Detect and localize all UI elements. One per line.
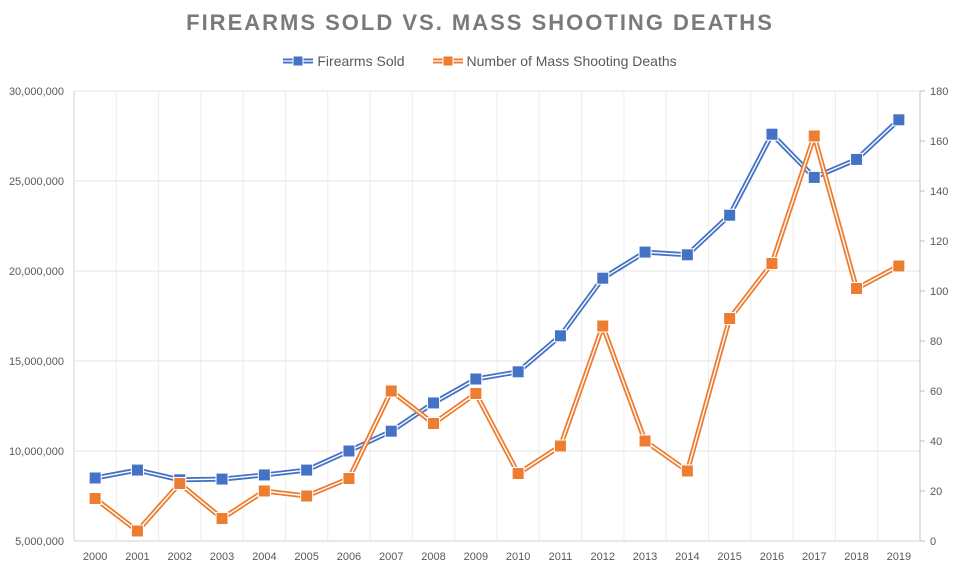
firearms-sold-marker: [257, 468, 271, 482]
right-axis-tick-label: 100: [930, 286, 948, 298]
x-axis-tick-label: 2001: [125, 551, 149, 563]
firearms-sold-marker: [723, 208, 737, 222]
mass-shooting-deaths-marker: [384, 384, 398, 398]
mass-shooting-deaths-marker: [427, 417, 441, 430]
x-axis-tick-label: 2004: [252, 551, 276, 563]
right-axis-tick-label: 80: [930, 336, 942, 348]
right-axis-tick-label: 60: [930, 386, 942, 398]
left-axis-tick-label: 25,000,000: [9, 176, 64, 188]
mass-shooting-deaths-marker: [680, 464, 694, 478]
left-axis-tick-label: 5,000,000: [15, 536, 64, 548]
mass-shooting-deaths-marker: [807, 129, 821, 143]
x-axis-tick-label: 2008: [421, 551, 445, 563]
legend-label-firearms: Firearms Sold: [317, 53, 405, 69]
mass-shooting-deaths-marker: [130, 524, 144, 538]
mass-shooting-deaths-marker: [215, 512, 229, 525]
legend-marker-firearms: [283, 55, 314, 67]
firearms-sold-marker: [342, 444, 356, 458]
firearms-sold-marker: [765, 127, 779, 141]
right-axis-tick-label: 0: [930, 536, 936, 548]
firearms-sold-marker: [596, 271, 610, 285]
mass-shooting-deaths-marker: [638, 434, 652, 448]
mass-shooting-deaths-marker: [342, 472, 356, 485]
left-axis-tick-label: 10,000,000: [9, 446, 64, 458]
right-axis-tick-label: 120: [930, 236, 948, 248]
firearms-sold-line-inner: [95, 119, 900, 481]
left-axis-tick-label: 15,000,000: [9, 356, 64, 368]
mass-shooting-deaths-line-inner: [94, 135, 900, 532]
legend: Firearms Sold Number of Mass Shooting De…: [0, 53, 960, 69]
legend-label-deaths: Number of Mass Shooting Deaths: [466, 53, 677, 69]
legend-item-firearms: Firearms Sold: [283, 53, 405, 69]
mass-shooting-deaths-marker: [257, 484, 271, 498]
firearms-sold-marker: [807, 170, 821, 184]
mass-shooting-deaths-marker: [892, 259, 906, 273]
x-axis-tick-label: 2019: [887, 551, 911, 563]
mass-shooting-deaths-marker: [469, 387, 483, 400]
firearms-sold-marker: [469, 372, 483, 386]
firearms-sold-marker: [384, 424, 398, 438]
right-axis-tick-label: 20: [930, 486, 942, 498]
mass-shooting-deaths-marker: [850, 282, 864, 295]
firearms-sold-marker: [511, 365, 525, 379]
legend-marker-deaths: [432, 55, 463, 67]
mass-shooting-deaths-marker: [88, 492, 102, 505]
mass-shooting-deaths-marker: [300, 489, 314, 503]
x-axis-tick-label: 2014: [675, 551, 699, 563]
mass-shooting-deaths-marker: [596, 319, 610, 333]
right-axis-tick-label: 140: [930, 186, 948, 198]
mass-shooting-deaths-marker: [553, 439, 567, 453]
x-axis-tick-label: 2016: [760, 551, 784, 563]
x-axis-tick-label: 2018: [844, 551, 868, 563]
firearms-sold-marker: [427, 396, 441, 410]
x-axis-tick-label: 2015: [717, 551, 741, 563]
x-axis-tick-label: 2009: [464, 551, 488, 563]
x-axis-tick-label: 2012: [591, 551, 615, 563]
left-axis-tick-label: 20,000,000: [9, 266, 64, 278]
x-axis-tick-label: 2000: [83, 551, 107, 563]
x-axis-tick-label: 2006: [337, 551, 361, 563]
right-axis-tick-label: 160: [930, 136, 948, 148]
x-axis-tick-label: 2003: [210, 551, 234, 563]
x-axis-tick-label: 2005: [294, 551, 318, 563]
firearms-sold-marker: [130, 463, 144, 477]
firearms-sold-marker: [892, 113, 906, 127]
x-axis-tick-label: 2017: [802, 551, 826, 563]
firearms-sold-marker: [638, 245, 652, 259]
firearms-sold-marker: [553, 329, 567, 343]
right-axis-tick-label: 180: [930, 86, 948, 98]
mass-shooting-deaths-marker: [511, 467, 525, 480]
mass-shooting-deaths-marker: [723, 312, 737, 325]
x-axis-tick-label: 2013: [633, 551, 657, 563]
x-axis-tick-label: 2007: [379, 551, 403, 563]
firearms-sold-marker: [88, 471, 102, 485]
firearms-sold-marker: [850, 152, 864, 166]
firearms-sold-marker: [680, 248, 694, 262]
firearms-sold-marker: [300, 463, 314, 477]
left-axis-tick-label: 30,000,000: [9, 86, 64, 98]
right-axis-tick-label: 40: [930, 436, 942, 448]
legend-item-deaths: Number of Mass Shooting Deaths: [432, 53, 677, 69]
chart-title: FIREARMS SOLD VS. MASS SHOOTING DEATHS: [186, 10, 774, 35]
x-axis-tick-label: 2010: [506, 551, 530, 563]
x-axis-tick-label: 2002: [168, 551, 192, 563]
mass-shooting-deaths-marker: [173, 477, 187, 490]
mass-shooting-deaths-marker: [765, 257, 779, 270]
x-axis-tick-label: 2011: [549, 551, 573, 563]
firearms-sold-marker: [215, 472, 229, 486]
